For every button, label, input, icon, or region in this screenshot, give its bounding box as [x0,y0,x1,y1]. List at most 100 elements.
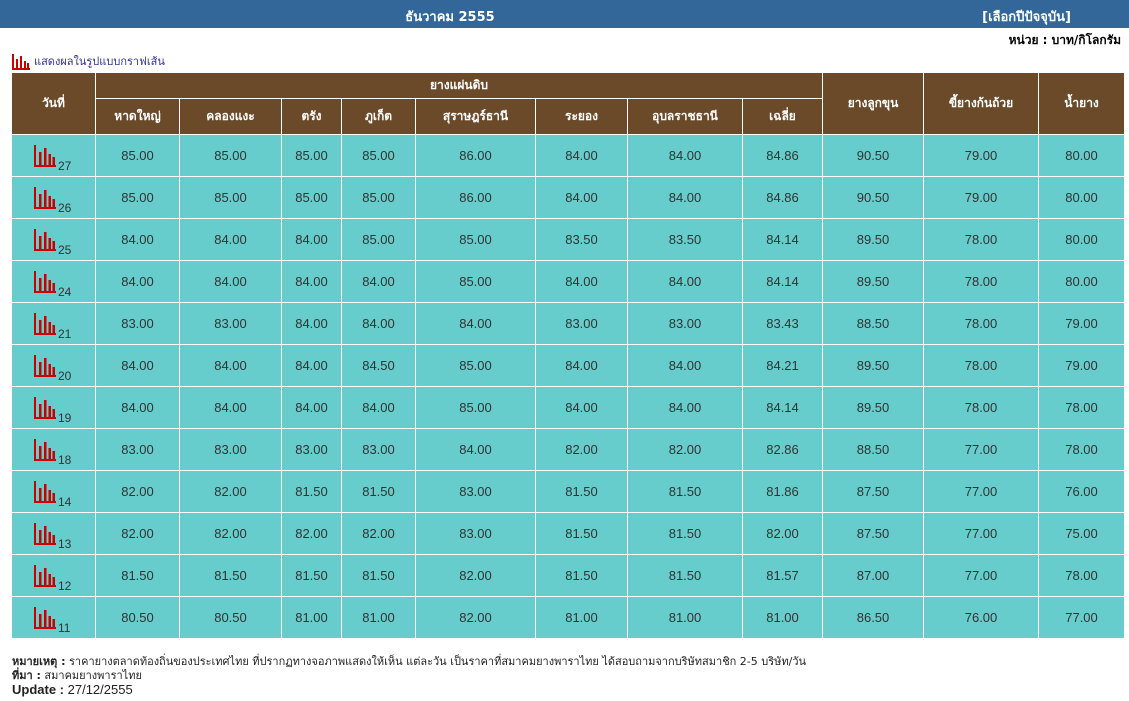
price-cell-rayong: 84.00 [535,176,628,219]
price-cell-hatyai: 85.00 [95,134,180,177]
day-cell[interactable]: 14 [11,470,96,513]
bar-chart-icon[interactable] [34,228,56,251]
price-cell-surat: 84.00 [415,428,536,471]
table-row: 19 84.00 84.00 84.00 84.00 85.00 84.00 84.00 84.… [11,386,1126,429]
day-cell[interactable]: 24 [11,260,96,303]
bar-chart-icon [12,54,30,70]
price-cell-surat: 83.00 [415,470,536,513]
choose-year-link[interactable]: [เลือกปีปัจจุบัน] [982,10,1071,25]
price-cell-phuket: 81.50 [341,554,416,597]
table-row: 12 81.50 81.50 81.50 81.50 82.00 81.50 81.50 81.… [11,554,1126,597]
table-row: 18 83.00 83.00 83.00 83.00 84.00 82.00 82.00 82.… [11,428,1126,471]
col-header-khlongnae: คลองแงะ [179,98,282,135]
col-header-trang: ตรัง [281,98,342,135]
price-cell-latex: 80.00 [1038,218,1126,261]
bar-chart-icon[interactable] [34,438,56,461]
day-number: 12 [58,578,72,593]
price-cell-khlongnae: 83.00 [179,428,282,471]
price-cell-ubon: 81.00 [627,596,743,639]
bar-chart-icon[interactable] [34,354,56,377]
col-header-avg: เฉลี่ย [741,98,824,135]
price-cell-surat: 85.00 [415,386,536,429]
price-cell-rayong: 84.00 [535,260,628,303]
price-cell-khlongnae: 84.00 [179,344,282,387]
bar-chart-icon[interactable] [34,312,56,335]
price-cell-hatyai: 82.00 [95,512,180,555]
price-cell-phuket: 81.50 [341,470,416,513]
price-cell-scrap: 77.00 [923,428,1040,471]
price-cell-avg: 84.14 [741,386,824,429]
price-cell-hatyai: 84.00 [95,386,180,429]
note-text: ราคายางตลาดท้องถิ่นของประเทศไทย ที่ปรากฏ… [69,655,807,668]
price-cell-cup-lump: 88.50 [822,302,925,345]
price-cell-ubon: 81.50 [627,554,743,597]
price-cell-phuket: 82.00 [341,512,416,555]
price-cell-phuket: 84.00 [341,302,416,345]
bar-chart-icon[interactable] [34,270,56,293]
price-cell-cup-lump: 89.50 [822,344,925,387]
price-cell-phuket: 85.00 [341,134,416,177]
price-cell-ubon: 84.00 [627,344,743,387]
day-cell[interactable]: 20 [11,344,96,387]
bar-chart-icon[interactable] [34,522,56,545]
line-graph-link[interactable]: แสดงผลในรูปแบบกราฟเส้น [12,46,165,70]
price-cell-surat: 85.00 [415,260,536,303]
day-cell[interactable]: 21 [11,302,96,345]
day-number: 20 [58,368,72,383]
update-label: Update : [12,682,64,697]
day-cell[interactable]: 13 [11,512,96,555]
price-cell-trang: 81.50 [281,554,342,597]
day-cell[interactable]: 25 [11,218,96,261]
price-cell-avg: 84.21 [741,344,824,387]
price-cell-avg: 82.00 [741,512,824,555]
price-cell-hatyai: 81.50 [95,554,180,597]
source-line: ที่มา : สมาคมยางพาราไทย [12,669,806,683]
col-header-cup-lump: ยางลูกขุน [822,72,925,135]
bar-chart-icon[interactable] [34,480,56,503]
day-cell[interactable]: 18 [11,428,96,471]
price-cell-hatyai: 80.50 [95,596,180,639]
price-cell-rayong: 81.00 [535,596,628,639]
price-cell-cup-lump: 87.50 [822,470,925,513]
price-cell-scrap: 77.00 [923,554,1040,597]
title-bar: ธันวาคม 2555 [เลือกปีปัจจุบัน] [0,0,1129,28]
price-cell-scrap: 78.00 [923,218,1040,261]
bar-chart-icon[interactable] [34,396,56,419]
price-cell-scrap: 78.00 [923,302,1040,345]
bar-chart-icon[interactable] [34,564,56,587]
day-cell[interactable]: 26 [11,176,96,219]
col-header-latex: น้ำยาง [1038,72,1126,135]
bar-chart-icon[interactable] [34,144,56,167]
bar-chart-icon[interactable] [34,186,56,209]
bar-chart-icon[interactable] [34,606,56,629]
col-header-rayong: ระยอง [535,98,628,135]
table-row: 21 83.00 83.00 84.00 84.00 84.00 83.00 83.00 83.… [11,302,1126,345]
price-cell-surat: 86.00 [415,176,536,219]
day-cell[interactable]: 11 [11,596,96,639]
price-cell-hatyai: 82.00 [95,470,180,513]
price-cell-latex: 80.00 [1038,134,1126,177]
price-cell-khlongnae: 85.00 [179,176,282,219]
price-cell-latex: 75.00 [1038,512,1126,555]
price-cell-avg: 84.86 [741,134,824,177]
price-cell-phuket: 81.00 [341,596,416,639]
price-cell-khlongnae: 81.50 [179,554,282,597]
day-cell[interactable]: 12 [11,554,96,597]
price-cell-khlongnae: 80.50 [179,596,282,639]
price-cell-trang: 84.00 [281,386,342,429]
price-cell-ubon: 83.50 [627,218,743,261]
day-cell[interactable]: 19 [11,386,96,429]
price-cell-avg: 83.43 [741,302,824,345]
price-cell-ubon: 84.00 [627,260,743,303]
price-cell-latex: 79.00 [1038,302,1126,345]
day-number: 18 [58,452,72,467]
price-cell-cup-lump: 89.50 [822,386,925,429]
price-cell-latex: 78.00 [1038,554,1126,597]
price-cell-rayong: 81.50 [535,512,628,555]
price-cell-trang: 84.00 [281,260,342,303]
day-cell[interactable]: 27 [11,134,96,177]
price-cell-scrap: 79.00 [923,134,1040,177]
price-cell-trang: 85.00 [281,134,342,177]
day-number: 21 [58,326,72,341]
table-row: 25 84.00 84.00 84.00 85.00 85.00 83.50 83.50 84.… [11,218,1126,261]
